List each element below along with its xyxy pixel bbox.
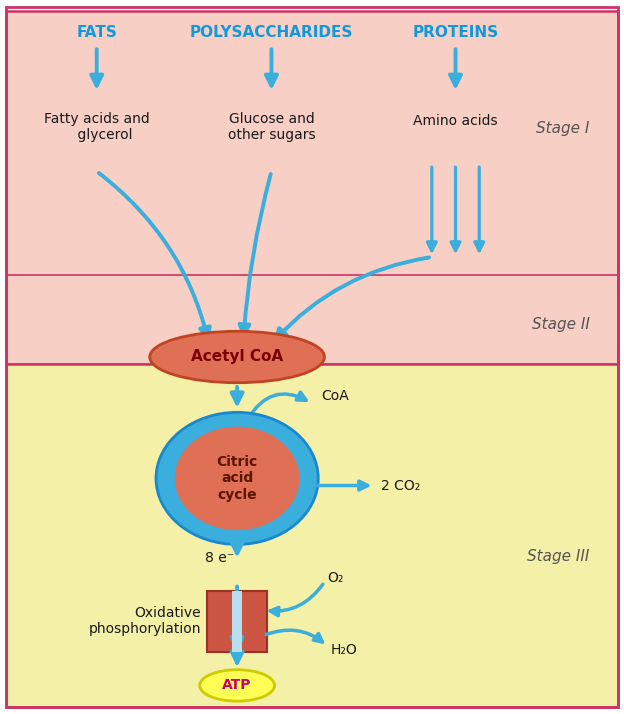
Ellipse shape [175,427,300,530]
Text: CoA: CoA [321,389,349,403]
Text: 2 CO₂: 2 CO₂ [381,478,420,493]
Text: Glucose and
other sugars: Glucose and other sugars [228,112,315,142]
Ellipse shape [150,331,324,383]
Ellipse shape [156,412,318,544]
Text: Acetyl CoA: Acetyl CoA [191,349,283,365]
Text: Stage I: Stage I [536,121,590,136]
Text: O₂: O₂ [328,571,344,585]
Bar [207,591,267,651]
Text: PROTEINS: PROTEINS [412,24,499,40]
Text: FATS: FATS [76,24,117,40]
Bar [232,591,242,651]
Text: Amino acids: Amino acids [413,114,498,129]
Text: Fatty acids and
    glycerol: Fatty acids and glycerol [44,112,150,142]
Bar [6,364,618,707]
Text: Oxidative
phosphorylation: Oxidative phosphorylation [89,606,201,636]
Text: Citric
acid
cycle: Citric acid cycle [217,456,258,501]
Bar [6,11,618,364]
Text: 8 e⁻: 8 e⁻ [205,551,234,565]
Text: H₂O: H₂O [331,643,358,657]
Ellipse shape [200,670,275,701]
Text: Stage III: Stage III [527,549,590,565]
Text: POLYSACCHARIDES: POLYSACCHARIDES [190,24,353,40]
Text: ATP: ATP [222,678,252,693]
Text: Stage II: Stage II [532,317,590,333]
